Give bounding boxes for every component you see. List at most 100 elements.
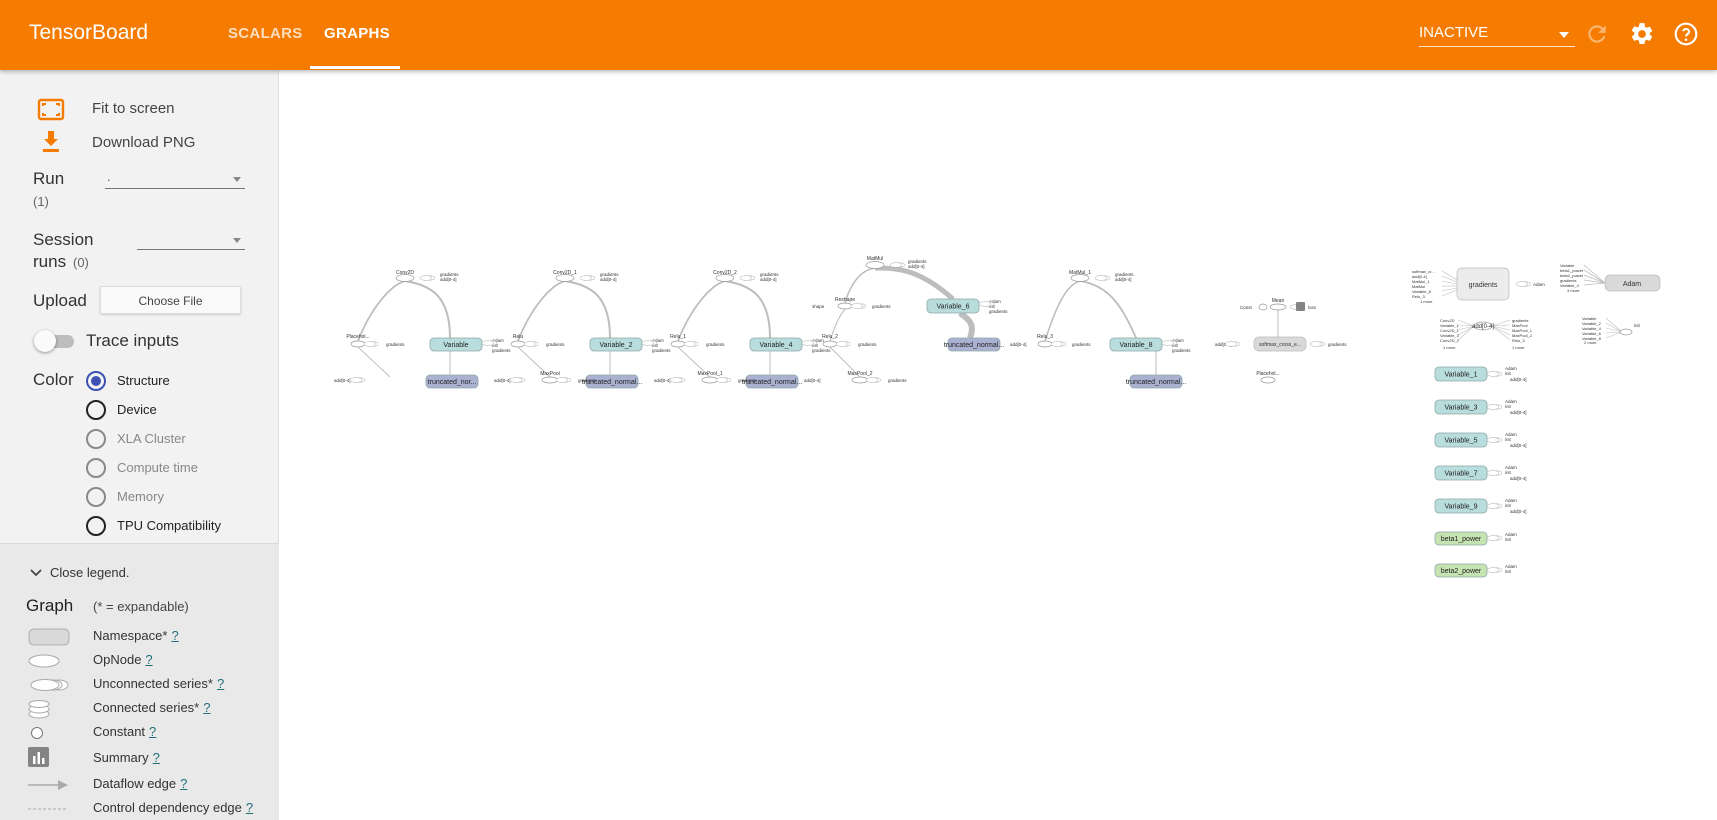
graph-label: gradients [546,342,565,347]
legend-help-link[interactable]: ? [152,750,160,765]
graph-svg[interactable]: Conv2D gradientsadd[0-4]Placehol...gradie… [280,70,1717,820]
color-compute-time-radio[interactable] [86,458,106,478]
legend-label: Namespace* [93,628,168,643]
fit-to-screen-icon[interactable] [37,96,65,124]
graph-label: Adam [1505,532,1517,537]
graph-label: gradients [1072,342,1091,347]
dataflow-edge [1583,264,1606,284]
tab-scalars[interactable]: SCALARS [228,25,303,42]
right-variable-series-front [1486,503,1500,509]
placeholder1-op-node [1260,376,1276,384]
session-runs-dropdown[interactable] [137,232,245,250]
reshape-op-label: Reshape [835,297,855,303]
graph-label: init [492,343,499,348]
truncated-normal-node[interactable] [425,374,479,389]
legend-help-link[interactable]: ? [149,724,157,739]
download-png-button[interactable]: Download PNG [92,134,196,151]
graph-label: Adam [812,338,824,343]
add-output-label: MaxPool_2 [1512,333,1533,338]
download-icon[interactable] [37,128,65,156]
adam-namespace-node [1604,274,1661,292]
legend-help-link[interactable]: ? [203,700,211,715]
legend-title: Graph [26,596,74,615]
truncated-normal-node[interactable] [745,374,799,389]
color-tpu-compatibility-radio[interactable] [86,516,106,536]
run-dropdown[interactable]: . [105,169,245,189]
choose-file-button[interactable]: Choose File [100,286,241,314]
graph-label: gradients [578,378,597,383]
add-output-label: gradients [1512,318,1528,323]
legend-help-link[interactable]: ? [245,800,254,815]
dataflow-edge [1605,322,1623,333]
variable-node-label: Variable_8 [1120,342,1153,349]
run-status-value: INACTIVE [1419,24,1489,41]
graph-edges [357,264,1623,378]
graph-label: gradients [738,378,757,383]
add-output-label: Relu_3 [1512,338,1525,343]
trace-inputs-toggle[interactable] [34,330,76,352]
maxpool-op-label: MaxPool_1 [697,371,722,377]
fit-to-screen-button[interactable]: Fit to screen [92,100,175,117]
run-status-select[interactable]: INACTIVE [1419,20,1575,47]
graph-label: gradients [908,259,927,264]
relu-series-front [523,341,537,347]
variable-node[interactable] [429,337,483,352]
tab-graphs[interactable]: GRAPHS [324,25,390,42]
settings-icon[interactable] [1629,21,1655,47]
run-dropdown-value: . [107,169,111,184]
run-count: (1) [33,194,49,209]
right-variable-series-front [1486,371,1500,377]
graph-label: add[0-4] [1510,443,1527,448]
relu-op-node [670,340,686,348]
graph-label: 3 more [1567,288,1580,293]
relu-op-node [350,340,366,348]
truncated-normal-node[interactable] [585,374,639,389]
refresh-icon[interactable] [1584,21,1610,47]
maxpool-op-node [701,376,719,384]
close-legend-button[interactable]: Close legend. [30,564,190,584]
dataflow-edge [517,280,566,342]
legend-label: Connected series* [93,700,200,715]
dataflow-edge [1457,325,1475,336]
variable-node[interactable] [1109,337,1163,352]
truncated-normal-node[interactable] [1129,374,1183,389]
graph-label: Adam [1505,498,1517,503]
dataflow-edge [677,280,726,342]
summary-icon [28,747,49,767]
graph-label: init [1505,470,1512,475]
var-series-front [481,340,495,346]
app-title: TensorBoard [29,21,149,44]
variable-node[interactable] [749,337,803,352]
legend-help-link[interactable]: ? [145,652,153,667]
help-icon[interactable] [1673,21,1699,47]
dataflow-edge [1605,331,1623,334]
legend-help-link[interactable]: ? [171,628,179,643]
adam-input-label: Variable_4 [1560,283,1580,288]
graph-label: init [1634,323,1641,328]
color-xla-cluster-radio[interactable] [86,429,106,449]
connected-series-icon [28,700,50,719]
right-variable-node-label: Variable_5 [1445,438,1478,445]
legend-help-link[interactable]: ? [216,676,225,691]
graph-label: gradients [989,309,1008,314]
dataflow-edge [1457,319,1475,327]
add-input-label: Conv2D_2 [1440,338,1460,343]
adam-namespace-label: Adam [1623,281,1641,288]
color-memory-radio[interactable] [86,487,106,507]
graph-label: Adam [1505,465,1517,470]
legend-item-summary: Summary? [0,747,279,770]
init-input-label: Variable_4 [1582,326,1602,331]
legend-help-link[interactable]: ? [180,776,188,791]
relu2-op-label: Relu_2 [822,334,838,340]
color-structure-radio[interactable] [86,371,106,391]
trace-inputs-label: Trace inputs [86,331,179,350]
truncated-normal-node[interactable] [947,337,1001,352]
variable-node[interactable] [926,298,980,314]
graph-label: Adam [989,299,1001,304]
graph-label: gradients [872,304,891,309]
color-device-radio[interactable] [86,400,106,420]
variable-node[interactable] [589,337,643,352]
beta-series-front [1486,535,1500,541]
graph-canvas[interactable]: Conv2D gradients add[0-4] Placehol... gradie… [280,70,1717,820]
gradients-namespace-node [1456,267,1510,301]
